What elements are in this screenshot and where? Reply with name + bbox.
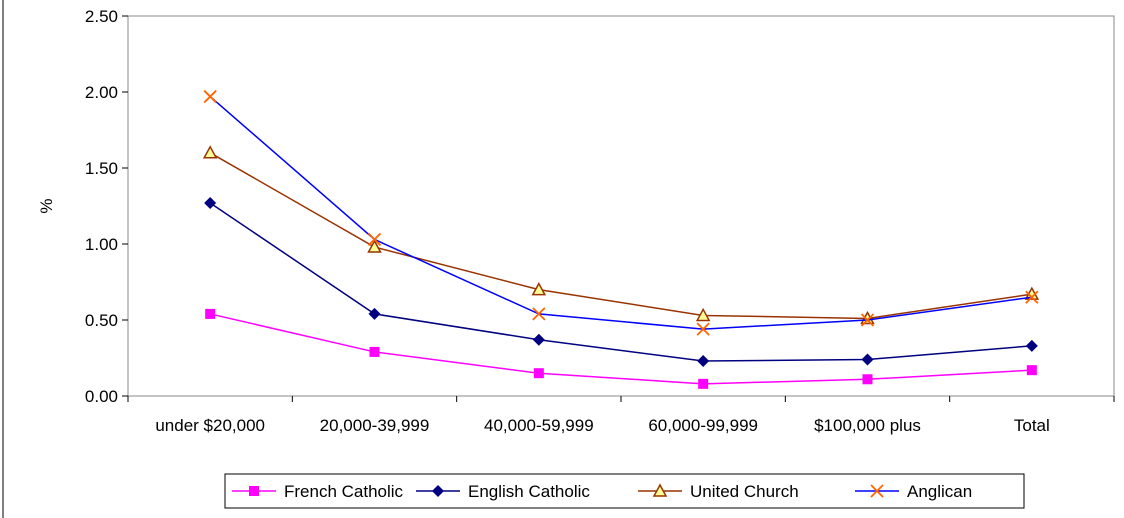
x-tick-label: 20,000-39,999: [320, 416, 430, 435]
series-line: [209, 95, 1032, 330]
data-point: [205, 308, 216, 319]
data-point: [368, 307, 381, 320]
y-axis-title: %: [37, 198, 56, 213]
x-tick-label: under $20,000: [155, 416, 265, 435]
x-tick-label: 40,000-59,999: [484, 416, 594, 435]
legend-item: United Church: [638, 482, 799, 501]
legend-label: English Catholic: [468, 482, 590, 501]
legend-item: French Catholic: [232, 482, 404, 501]
data-point: [369, 346, 380, 357]
legend-item: Anglican: [855, 482, 972, 501]
y-tick-label: 2.00: [85, 83, 118, 102]
data-point: [203, 89, 217, 104]
legend-marker: [652, 483, 668, 497]
x-tick-label: Total: [1014, 416, 1050, 435]
series-line: [209, 152, 1032, 320]
y-tick-label: 2.50: [85, 7, 118, 26]
legend-marker: [432, 485, 444, 497]
data-point: [531, 282, 547, 296]
data-point: [367, 232, 382, 247]
x-axis: under $20,000 20,000-39,999 40,000-59,999 6…: [127, 396, 1115, 435]
y-tick-label: 1.50: [85, 159, 118, 178]
series-french-catholic: [205, 308, 1037, 389]
data-point: [862, 374, 873, 385]
data-point: [1025, 339, 1038, 352]
legend-label: French Catholic: [284, 482, 404, 501]
data-point: [861, 353, 874, 366]
y-tick-label: 0.00: [85, 387, 118, 406]
legend-marker: [870, 484, 884, 498]
data-point: [695, 307, 711, 322]
legend: French Catholic English Catholic United Ch…: [224, 473, 1025, 509]
series-line: [209, 202, 1032, 362]
data-point: [532, 307, 546, 321]
legend-label: Anglican: [907, 482, 972, 501]
data-point: [533, 368, 544, 379]
data-point: [1026, 365, 1037, 376]
series-anglican: [203, 89, 1039, 336]
y-axis: 0.00 0.50 1.00 1.50 2.00 2.50: [85, 7, 128, 406]
legend-label: United Church: [690, 482, 799, 501]
data-point: [698, 378, 709, 389]
x-tick-label: 60,000-99,999: [648, 416, 758, 435]
x-tick-label: $100,000 plus: [814, 416, 921, 435]
data-point: [696, 322, 710, 336]
data-point: [1025, 290, 1039, 304]
data-point: [860, 313, 875, 327]
data-point: [204, 196, 217, 209]
series-line: [209, 313, 1032, 385]
legend-marker: [249, 486, 259, 496]
data-point: [697, 355, 710, 368]
y-tick-label: 1.00: [85, 235, 118, 254]
data-point: [532, 333, 545, 346]
series-english-catholic: [204, 196, 1038, 368]
legend-item: English Catholic: [416, 482, 590, 501]
series-layer: [202, 89, 1040, 389]
data-point: [202, 145, 218, 159]
y-tick-label: 0.50: [85, 311, 118, 330]
plot-area: [127, 15, 1115, 397]
data-point: [367, 239, 382, 253]
